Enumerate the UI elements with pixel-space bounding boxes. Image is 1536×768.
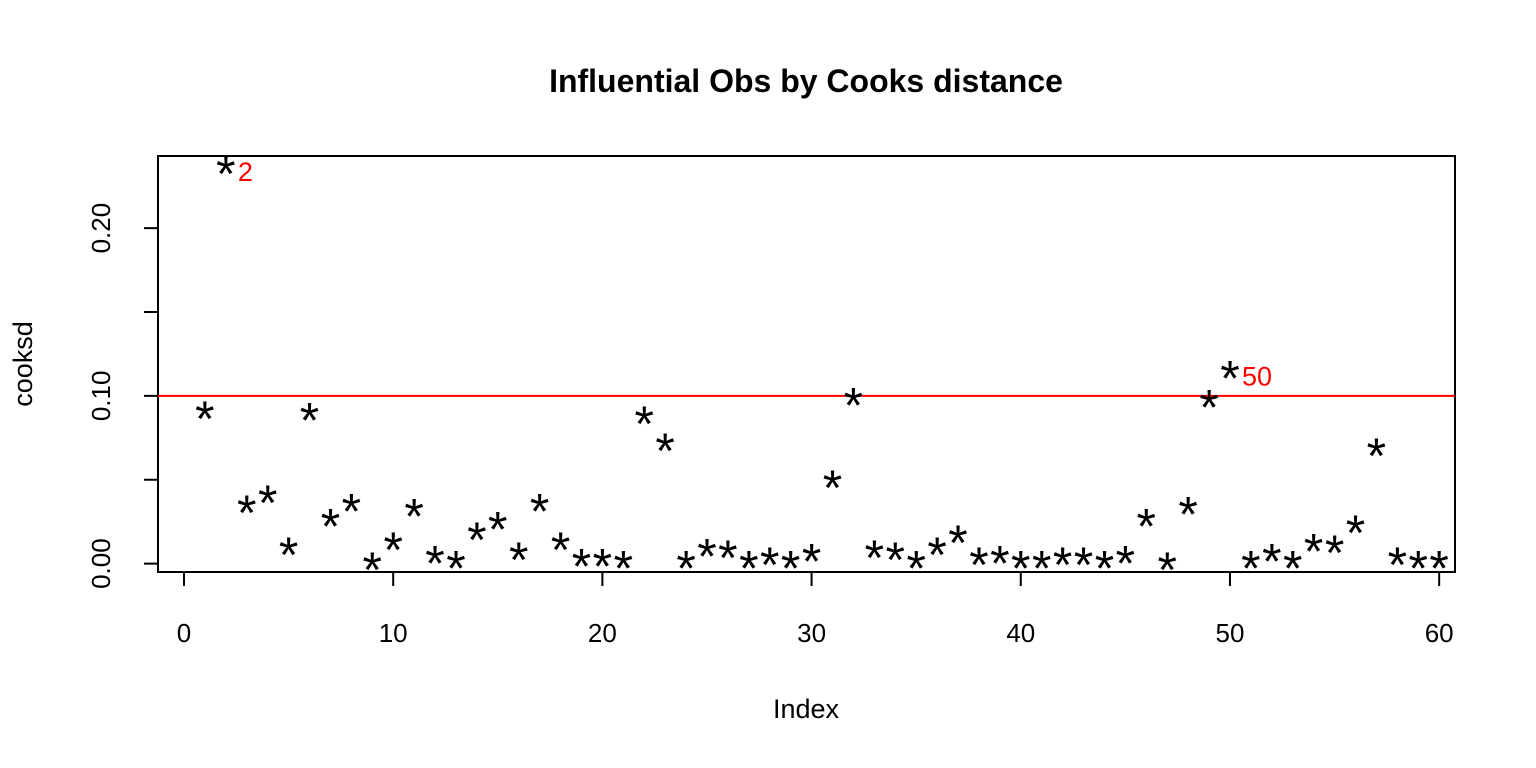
y-tick-label: 0.00 [86,538,116,589]
data-point: * [1157,542,1176,598]
data-point: * [593,539,612,595]
data-point: * [195,391,214,447]
data-point: * [781,540,800,596]
point-annotation-label: 50 [1242,362,1272,392]
data-point: * [488,502,507,558]
x-tick-label: 20 [588,618,617,648]
data-point: * [1241,540,1260,596]
data-point: * [1325,525,1344,581]
data-point: * [969,537,988,593]
data-point: * [1262,534,1281,590]
data-point: * [404,488,423,544]
data-point: * [467,512,486,568]
x-tick-label: 30 [797,618,826,648]
data-point: * [551,522,570,578]
data-point: * [425,535,444,591]
data-point: * [279,527,298,583]
data-point: * [823,460,842,516]
point-annotation-label: 2 [238,157,253,187]
data-point: * [1220,351,1239,407]
data-point: * [1283,540,1302,596]
x-axis-label: Index [773,694,840,724]
data-point: * [1367,428,1386,484]
data-point: * [906,540,925,596]
data-point: * [1011,540,1030,596]
data-point: * [237,485,256,541]
x-tick-label: 40 [1006,618,1035,648]
data-point: * [1429,540,1448,596]
data-point: * [802,534,821,590]
data-point: * [655,423,674,479]
data-point: * [342,483,361,539]
data-point: * [844,378,863,434]
data-point: * [1053,537,1072,593]
data-point: * [1346,505,1365,561]
data-point: * [1116,535,1135,591]
x-axis: 0 10 20 30 40 50 60 [177,571,1454,648]
data-point: * [1095,540,1114,596]
y-tick-label: 0.20 [86,203,116,254]
data-point: * [572,539,591,595]
data-point: * [886,532,905,588]
data-point: * [1388,537,1407,593]
data-point: * [614,540,633,596]
data-point: * [383,522,402,578]
data-point: * [1137,498,1156,554]
data-point: * [446,540,465,596]
data-point: * [990,535,1009,591]
data-point: * [509,532,528,588]
data-point: * [1199,379,1218,435]
data-point: * [321,498,340,554]
data-point: * [258,475,277,531]
y-tick-label: 0.10 [86,371,116,422]
data-point: * [634,396,653,452]
data-point: * [216,146,235,202]
data-point: * [530,483,549,539]
data-point: * [300,393,319,449]
y-axis-label: cooksd [8,321,38,407]
data-point: * [697,529,716,585]
data-point: * [760,537,779,593]
x-tick-label: 60 [1425,618,1454,648]
data-point: * [1178,487,1197,543]
data-point: * [865,530,884,586]
data-point: * [739,540,758,596]
data-point: * [1032,540,1051,596]
point-annotations: 2 50 [238,157,1272,392]
data-point: * [927,527,946,583]
data-point: * [718,530,737,586]
chart-title: Influential Obs by Cooks distance [549,63,1063,99]
data-point: * [1409,540,1428,596]
x-tick-label: 0 [177,618,191,648]
x-tick-label: 10 [379,618,408,648]
data-point: * [363,542,382,598]
y-axis: 0.00 0.10 0.20 [86,203,159,589]
data-point: * [1074,537,1093,593]
data-point: * [1304,524,1323,580]
x-tick-label: 50 [1216,618,1245,648]
data-point: * [948,515,967,571]
data-points: *** **** ** *** ** **** * * ** ** * * * * * **** * * * * * * *… [195,146,1449,598]
data-point: * [676,540,695,596]
